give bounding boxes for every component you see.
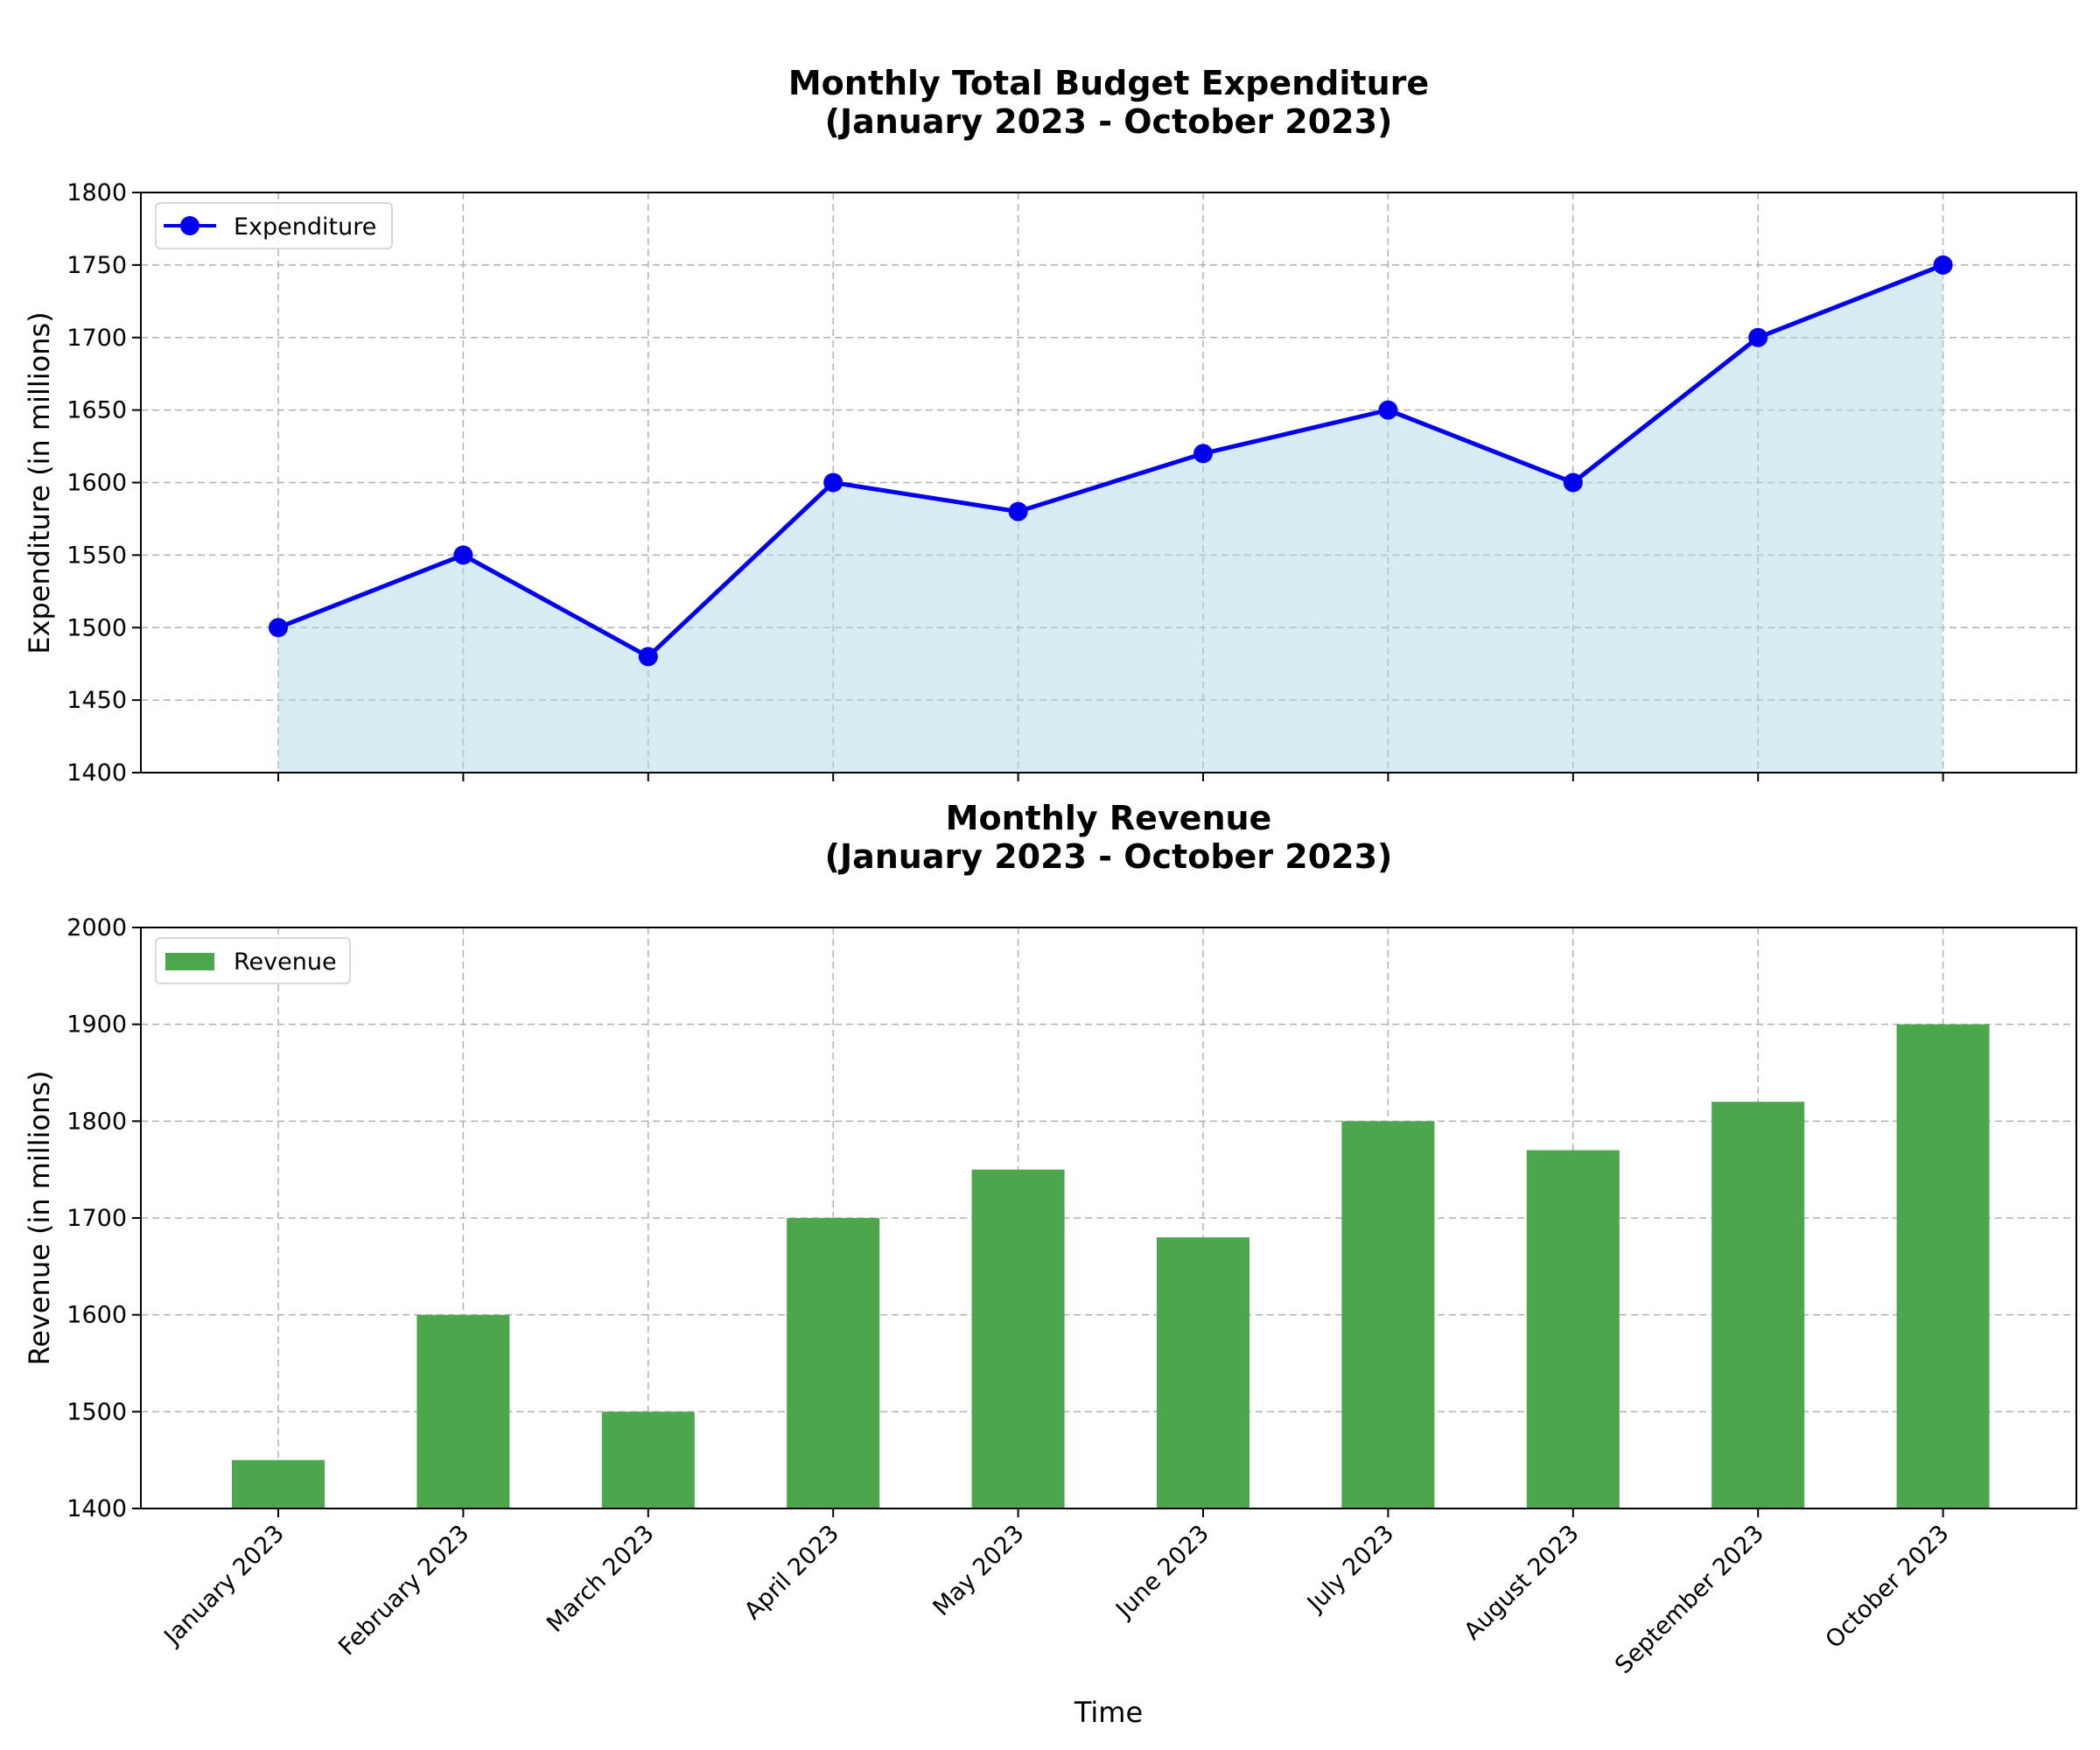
revenue-y-tick-label: 2000 [66,914,127,942]
revenue-bar [1341,1121,1435,1508]
expenditure-data-point [453,545,473,565]
revenue-bar [601,1411,695,1508]
expenditure-line-layer [277,262,1944,659]
revenue-y-tick-label: 1500 [66,1398,127,1425]
revenue-y-tick-label: 1600 [66,1302,127,1329]
expenditure-y-tick-label: 1500 [66,614,127,641]
expenditure-y-tick-label: 1600 [66,470,127,497]
revenue-bar [1157,1237,1250,1508]
expenditure-area-fill [278,264,1943,773]
revenue-bar [416,1314,510,1508]
expenditure-data-point [1563,472,1583,493]
expenditure-data-point [1748,327,1768,347]
expenditure-points-layer [269,255,1953,667]
revenue-y-tick-label: 1700 [66,1205,127,1232]
expenditure-legend-box [155,202,393,249]
expenditure-chart: Monthly Total Budget Expenditure (Januar… [23,64,2077,787]
revenue-bar [1712,1102,1805,1508]
expenditure-legend: Expenditure [155,202,393,249]
revenue-legend: Revenue [155,937,351,984]
revenue-bar [971,1169,1065,1508]
expenditure-legend-marker-swatch [180,216,200,235]
expenditure-data-point [269,618,288,638]
expenditure-data-point [823,472,844,493]
revenue-y-tick-label: 1400 [66,1495,127,1522]
expenditure-y-tick-label: 1800 [66,179,127,206]
expenditure-area-layer [278,264,1943,773]
revenue-y-axis-label: Revenue (in millions) [23,1070,56,1365]
revenue-bar [787,1218,880,1508]
revenue-legend-swatch [165,953,214,970]
expenditure-y-tick-label: 1650 [66,397,127,424]
revenue-chart-title-line1: Monthly Revenue [946,799,1272,837]
expenditure-data-point [1008,501,1028,522]
expenditure-y-tick-label: 1750 [66,252,127,279]
expenditure-y-tick-label: 1700 [66,325,127,352]
revenue-chart-title-line2: (January 2023 - October 2023) [825,837,1393,876]
expenditure-data-point [1378,400,1398,420]
expenditure-chart-title-line2: (January 2023 - October 2023) [825,102,1393,141]
revenue-legend-label: Revenue [234,948,337,976]
revenue-x-axis-label: Time [1074,1696,1143,1729]
revenue-legend-box [155,937,351,984]
expenditure-y-tick-label: 1450 [66,687,127,714]
expenditure-chart-title-line1: Monthly Total Budget Expenditure [788,64,1429,102]
expenditure-y-tick-label: 1400 [66,760,127,787]
revenue-y-tick-label: 1800 [66,1108,127,1135]
expenditure-data-point [1933,255,1953,275]
revenue-bars-layer [232,1024,1990,1508]
expenditure-legend-label: Expenditure [234,214,376,241]
expenditure-series-line [277,262,1944,659]
expenditure-data-point [638,647,658,667]
expenditure-data-point [1194,444,1213,464]
expenditure-y-axis-label: Expenditure (in millions) [23,312,56,654]
revenue-bar [1896,1024,1990,1508]
expenditure-y-tick-label: 1550 [66,542,127,569]
revenue-bar [1526,1150,1620,1508]
expenditure-ticks: 1400 1450 1500 1550 1600 1650 1700 1750 1800 [66,179,1944,787]
revenue-y-tick-label: 1900 [66,1012,127,1039]
revenue-bar [232,1460,325,1508]
